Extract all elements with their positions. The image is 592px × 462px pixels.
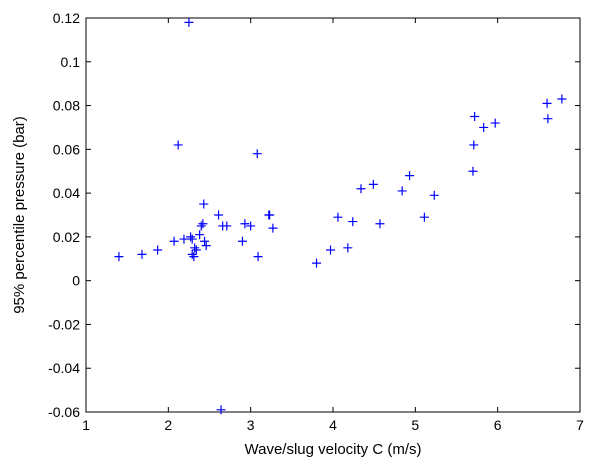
x-tick-label: 6 — [494, 417, 502, 433]
x-tick-label: 7 — [576, 417, 584, 433]
data-point — [169, 236, 179, 246]
data-point — [196, 221, 206, 231]
x-axis-label: Wave/slug velocity C (m/s) — [245, 441, 422, 458]
data-point — [214, 210, 224, 220]
data-point — [153, 245, 163, 255]
data-point — [200, 236, 210, 246]
data-point — [184, 17, 194, 27]
data-point — [198, 219, 208, 229]
data-point — [419, 212, 429, 222]
y-tick-label: 0.02 — [53, 229, 80, 245]
y-tick-label: 0.08 — [53, 98, 80, 114]
y-tick-label: -0.02 — [48, 316, 80, 332]
y-axis-label: 95% percentile pressure (bar) — [11, 116, 28, 314]
x-tick-label: 4 — [329, 417, 337, 433]
y-tick-label: 0 — [72, 273, 80, 289]
data-point — [543, 114, 553, 124]
data-point — [199, 199, 209, 209]
data-point — [201, 241, 211, 251]
data-point — [397, 186, 407, 196]
y-tick-label: 0.1 — [61, 54, 81, 70]
data-point — [479, 122, 489, 132]
data-point — [179, 234, 189, 244]
data-point — [348, 217, 358, 227]
data-point — [542, 98, 552, 108]
data-point — [356, 184, 366, 194]
data-point — [312, 258, 322, 268]
data-point — [557, 94, 567, 104]
data-point — [252, 149, 262, 159]
y-tick-label: 0.04 — [53, 185, 80, 201]
data-point — [405, 171, 415, 181]
data-point — [470, 112, 480, 121]
data-point — [186, 232, 196, 242]
data-point — [268, 223, 278, 233]
data-point — [343, 243, 353, 253]
data-point — [195, 230, 205, 240]
data-point — [173, 140, 183, 150]
x-tick-label: 5 — [411, 417, 419, 433]
data-point — [222, 221, 232, 231]
data-point — [191, 245, 201, 255]
data-point — [375, 219, 385, 229]
plot-area — [85, 17, 581, 413]
data-point — [189, 252, 199, 262]
data-point — [190, 243, 200, 253]
y-tick-label: 0.12 — [53, 10, 80, 26]
data-point — [265, 210, 275, 220]
data-point — [237, 236, 247, 246]
data-point — [368, 179, 378, 189]
x-tick-label: 3 — [247, 417, 255, 433]
y-tick-label: -0.06 — [48, 404, 80, 420]
data-point — [137, 249, 147, 259]
y-tick-label: -0.04 — [48, 360, 80, 376]
data-point — [187, 234, 197, 244]
data-point — [187, 249, 197, 259]
data-point — [216, 405, 226, 415]
y-tick-label: 0.06 — [53, 141, 80, 157]
data-point — [468, 166, 478, 176]
axis-ticks: 1 2 3 4 5 6 7 -0.06 -0.04 -0.02 0 0.02 0.04 0.06 0.08 0… — [48, 10, 584, 433]
data-point — [253, 252, 263, 262]
data-markers — [114, 17, 567, 415]
data-point — [333, 212, 343, 222]
data-point — [240, 219, 250, 229]
x-tick-label: 2 — [164, 417, 172, 433]
data-point — [246, 221, 256, 231]
data-point — [429, 190, 439, 200]
data-point — [469, 140, 479, 150]
data-point — [114, 252, 124, 262]
x-tick-label: 1 — [82, 417, 90, 433]
data-point — [490, 118, 500, 128]
data-point — [326, 245, 336, 255]
